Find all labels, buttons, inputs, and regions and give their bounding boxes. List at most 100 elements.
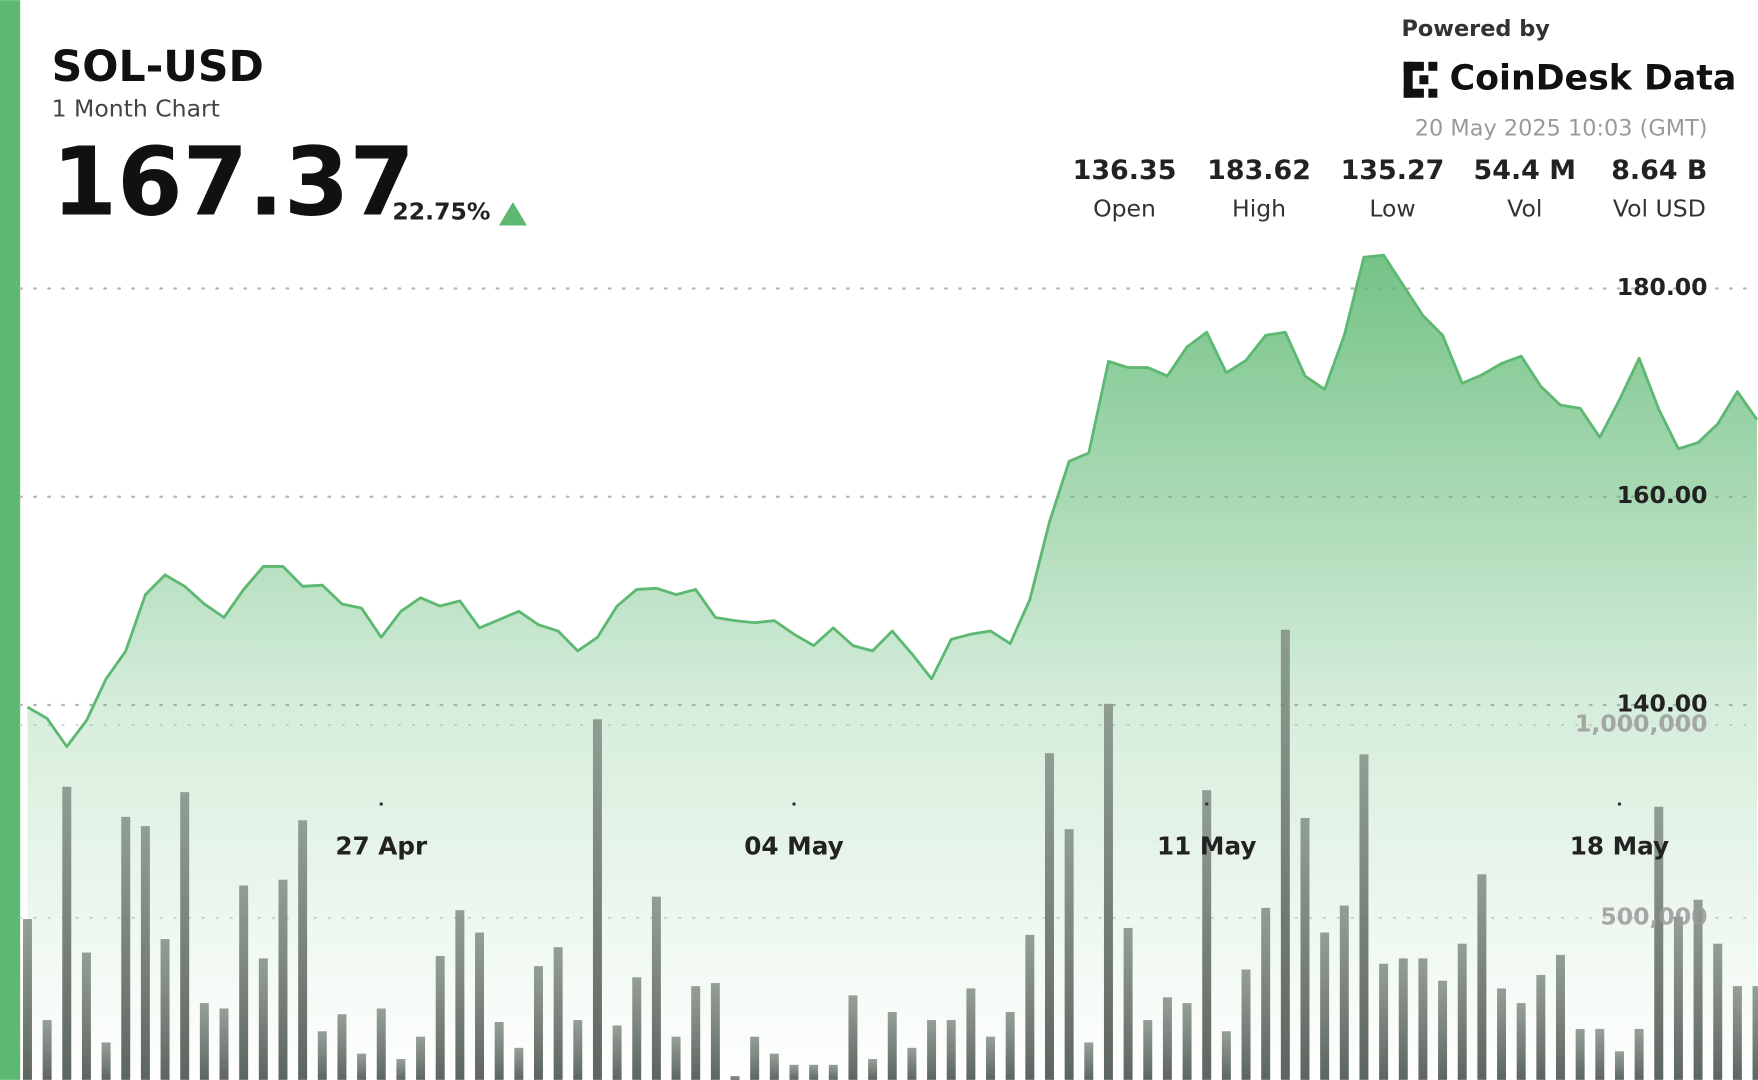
volume-bar [750,1036,760,1080]
volume-bar [1261,907,1271,1080]
y2-tick-label: 1,000,000 [1575,710,1707,738]
volume-bar [1752,986,1758,1080]
volume-bar [1359,754,1369,1080]
stat-label: Vol USD [1613,194,1706,222]
volume-bar [1182,1003,1192,1080]
volume-bar [278,879,288,1080]
title: SOL-USD [52,42,264,92]
volume-bar [1693,899,1703,1080]
volume-bar [416,1036,426,1080]
volume-bar [1634,1028,1644,1080]
volume-bar [121,816,131,1080]
x-tick-mark [379,802,383,806]
volume-bar [475,932,484,1080]
volume-bar [199,1003,209,1080]
stat-value: 54.4 M [1474,155,1576,186]
volume-bar [337,1014,347,1080]
volume-bar [1064,829,1074,1080]
stat-label: Low [1369,194,1415,222]
volume-bar [22,919,32,1080]
volume-bar [494,1021,504,1080]
volume-bar [1143,1020,1153,1080]
volume-bar [376,1008,386,1080]
header: SOL-USD 1 Month Chart 167.37 22.75% Powe… [52,16,1737,238]
x-tick-label: 11 May [1157,832,1256,861]
x-tick-mark [1617,802,1622,806]
stat-value: 8.64 B [1611,155,1707,186]
volume-bar [1300,817,1310,1080]
volume-bar [1398,958,1408,1080]
y-tick-label: 140.00 [1617,689,1708,717]
price: 167.37 [52,128,415,237]
volume-bar [809,1064,819,1080]
volume-bar [435,956,445,1080]
volume-bar [868,1059,878,1080]
volume-bar [1025,934,1035,1080]
volume-bar [769,1053,779,1080]
y2-tick-label: 500,000 [1600,902,1707,930]
volume-bar [1045,753,1054,1080]
volume-bar [317,1031,327,1080]
powered-by: Powered by [1401,16,1550,42]
volume-bar [1241,969,1251,1080]
volume-bar [986,1036,996,1080]
volume-bar [592,719,602,1080]
change: 22.75% [392,198,490,226]
volume-bar [1438,980,1448,1080]
volume-bar [887,1011,897,1080]
volume-bar [691,986,701,1080]
brand: CoinDesk Data [1450,59,1737,99]
stat-value: 135.27 [1341,155,1445,186]
stat-value: 136.35 [1073,155,1177,186]
x-tick-label: 04 May [744,832,843,861]
plot-area: 27 Apr 04 May 11 May 18 May 500,000 1,000,000… [19,253,1758,1080]
volume-bar [1556,954,1565,1080]
labels: 27 Apr 04 May 11 May 18 May 500,000 1,000,000… [335,273,1707,930]
volume-bar [357,1053,367,1080]
y-tick-label: 180.00 [1617,273,1708,301]
x-tick-mark [792,802,796,806]
volume-bar [907,1047,917,1080]
volume-bar [1575,1028,1585,1080]
volume-bar [1418,958,1428,1080]
volume-bar [1103,703,1113,1080]
volume-bar [671,1036,681,1080]
volume-bar [140,826,150,1080]
volume-bar [966,988,976,1080]
volume-bar [730,1075,740,1080]
stat-label: Open [1093,194,1156,222]
volume-bar [632,977,642,1080]
volume-bar [396,1059,406,1080]
volume-bar [219,1008,229,1080]
volume-bar [455,910,465,1080]
volume-bar [1221,1031,1231,1080]
volume-bar [81,952,91,1080]
stat-label: Vol [1507,194,1542,222]
volume-bar [1536,974,1546,1080]
volume-bar [1497,988,1507,1080]
volume-bar [1477,874,1487,1080]
volume-bar [573,1020,583,1080]
price-area [27,255,1757,1080]
y-tick-label: 160.00 [1617,481,1708,509]
volume-bar [946,1020,956,1080]
volume-bar [1084,1042,1094,1080]
area-layer [27,255,1757,1080]
volume-bar [101,1042,111,1080]
volume-bar [1673,916,1683,1080]
volume-bar [828,1064,838,1080]
volume-bar [258,958,268,1080]
volume-bar [1457,943,1467,1080]
volume-bar [160,939,170,1080]
volume-bar [1123,927,1133,1080]
volume-bar [651,896,661,1080]
volume-bar [533,966,543,1080]
volume-bar [1614,1051,1624,1080]
brand-logo [1403,61,1438,98]
volume-bar [42,1020,52,1080]
timestamp: 20 May 2025 10:03 (GMT) [1415,116,1708,142]
up-arrow [498,201,527,226]
volume-bar [1202,790,1212,1080]
